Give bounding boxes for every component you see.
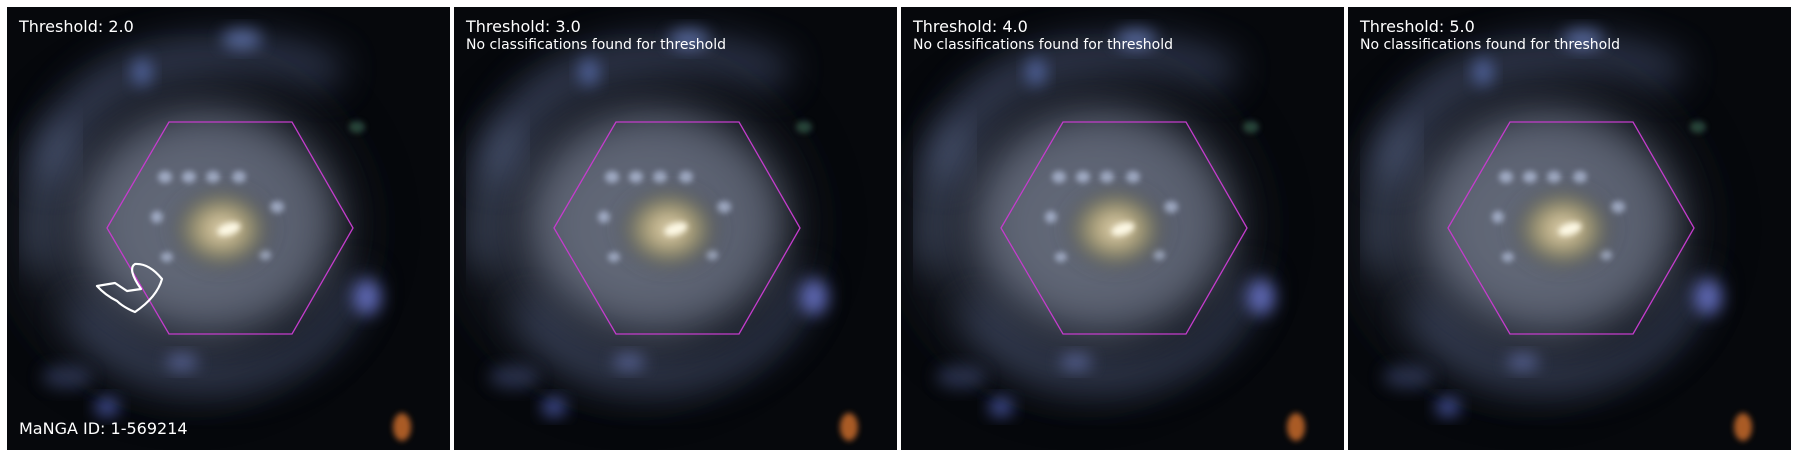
image-panel-1: Threshold: 2.0 MaNGA ID: 1-569214 — [7, 7, 450, 450]
image-panel-3: Threshold: 4.0 No classifications found … — [901, 7, 1344, 450]
panel-title: Threshold: 4.0 — [913, 17, 1028, 36]
panel-title: Threshold: 5.0 — [1360, 17, 1475, 36]
image-panel-4: Threshold: 5.0 No classifications found … — [1348, 7, 1791, 450]
galaxy-image — [454, 7, 897, 450]
no-classifications-message: No classifications found for threshold — [913, 37, 1173, 53]
panel-title: Threshold: 2.0 — [19, 17, 134, 36]
image-panel-2: Threshold: 3.0 No classifications found … — [454, 7, 897, 450]
ifu-hexagon — [1000, 121, 1248, 335]
panel-title: Threshold: 3.0 — [466, 17, 581, 36]
ifu-hexagon — [1447, 121, 1695, 335]
no-classifications-message: No classifications found for threshold — [466, 37, 726, 53]
ifu-hexagon — [553, 121, 801, 335]
no-classifications-message: No classifications found for threshold — [1360, 37, 1620, 53]
galaxy-image — [7, 7, 450, 450]
galaxy-image — [901, 7, 1344, 450]
manga-id-label: MaNGA ID: 1-569214 — [19, 419, 188, 438]
classification-contour — [95, 262, 164, 314]
ifu-hexagon — [106, 121, 354, 335]
galaxy-image — [1348, 7, 1791, 450]
